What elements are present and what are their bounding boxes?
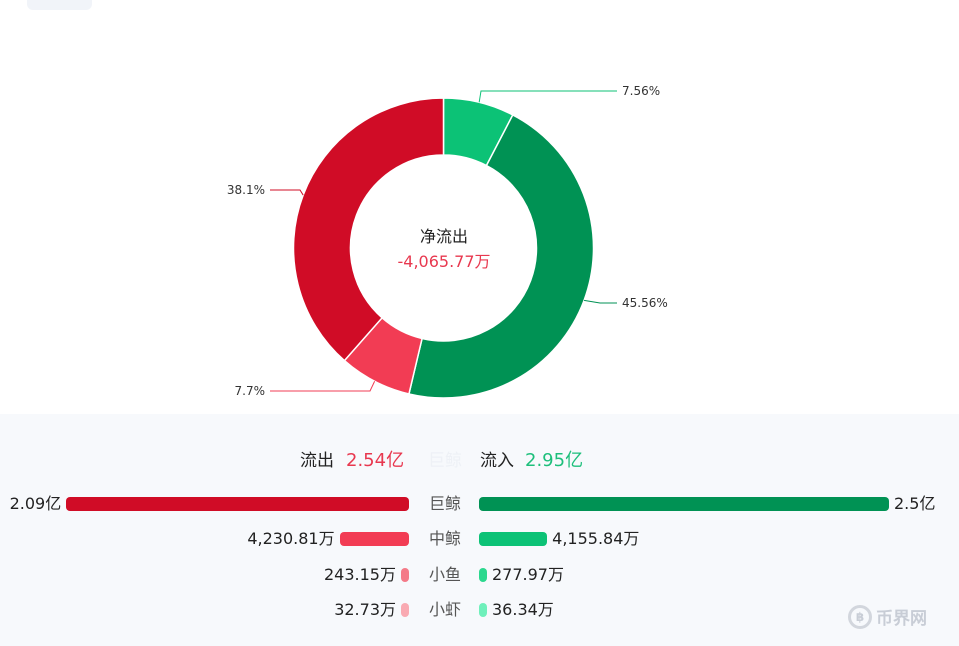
donut-slice-label: 38.1% bbox=[227, 183, 265, 197]
outflow-bar[interactable] bbox=[66, 497, 409, 511]
category-label: 中鲸 bbox=[428, 529, 461, 548]
faded-category-label: 巨鲸 bbox=[428, 451, 462, 471]
coin-icon: ฿ bbox=[848, 604, 872, 629]
outflow-bar[interactable] bbox=[401, 568, 409, 582]
watermark-text: 币界网 bbox=[876, 609, 927, 629]
inflow-bar[interactable] bbox=[479, 532, 548, 546]
flow-row: 243.15万 小鱼 277.97万 bbox=[0, 564, 959, 586]
inflow-bar[interactable] bbox=[479, 497, 889, 511]
inflow-value: 36.34万 bbox=[492, 600, 554, 619]
inflow-value: 2.5亿 bbox=[894, 494, 936, 513]
donut-slice-label: 7.56% bbox=[622, 84, 660, 98]
donut-leader-line bbox=[583, 299, 617, 304]
donut-slice-label: 7.7% bbox=[235, 384, 266, 398]
donut-chart: 7.56% 45.56% 7.7% 38.1% bbox=[227, 84, 668, 399]
outflow-value: 32.73万 bbox=[334, 600, 396, 619]
category-label: 小虾 bbox=[428, 600, 461, 619]
inflow-total: 2.95亿 bbox=[525, 450, 584, 471]
donut-leader-line bbox=[270, 381, 376, 392]
outflow-value: 4,230.81万 bbox=[247, 529, 335, 548]
inflow-value: 277.97万 bbox=[492, 565, 564, 584]
donut-slice[interactable] bbox=[408, 113, 595, 399]
donut-slice-label: 45.56% bbox=[622, 296, 668, 310]
outflow-label: 流出 bbox=[300, 451, 334, 471]
inflow-bar[interactable] bbox=[479, 603, 487, 617]
donut-slice[interactable] bbox=[292, 97, 445, 362]
category-label: 巨鲸 bbox=[428, 494, 461, 513]
donut-leader-line bbox=[478, 90, 617, 103]
top-tab-pill[interactable] bbox=[27, 0, 92, 10]
donut-center-value: -4,065.77万 bbox=[397, 252, 491, 271]
outflow-bar[interactable] bbox=[401, 603, 409, 617]
category-label: 小鱼 bbox=[428, 565, 461, 584]
inflow-label: 流入 bbox=[480, 451, 514, 471]
flow-row: 4,230.81万 中鲸 4,155.84万 bbox=[0, 528, 959, 550]
flow-row: 2.09亿 巨鲸 2.5亿 bbox=[0, 493, 959, 515]
outflow-total: 2.54亿 bbox=[346, 450, 405, 471]
donut-center-title: 净流出 bbox=[419, 227, 468, 246]
inflow-value: 4,155.84万 bbox=[552, 529, 640, 548]
inflow-bar[interactable] bbox=[479, 568, 487, 582]
watermark: ฿ 币界网 bbox=[848, 604, 927, 629]
donut-leader-line bbox=[270, 189, 304, 196]
outflow-bar[interactable] bbox=[339, 532, 409, 546]
outflow-value: 243.15万 bbox=[324, 565, 396, 584]
outflow-value: 2.09亿 bbox=[9, 494, 62, 513]
flow-row: 32.73万 小虾 36.34万 bbox=[0, 599, 959, 621]
